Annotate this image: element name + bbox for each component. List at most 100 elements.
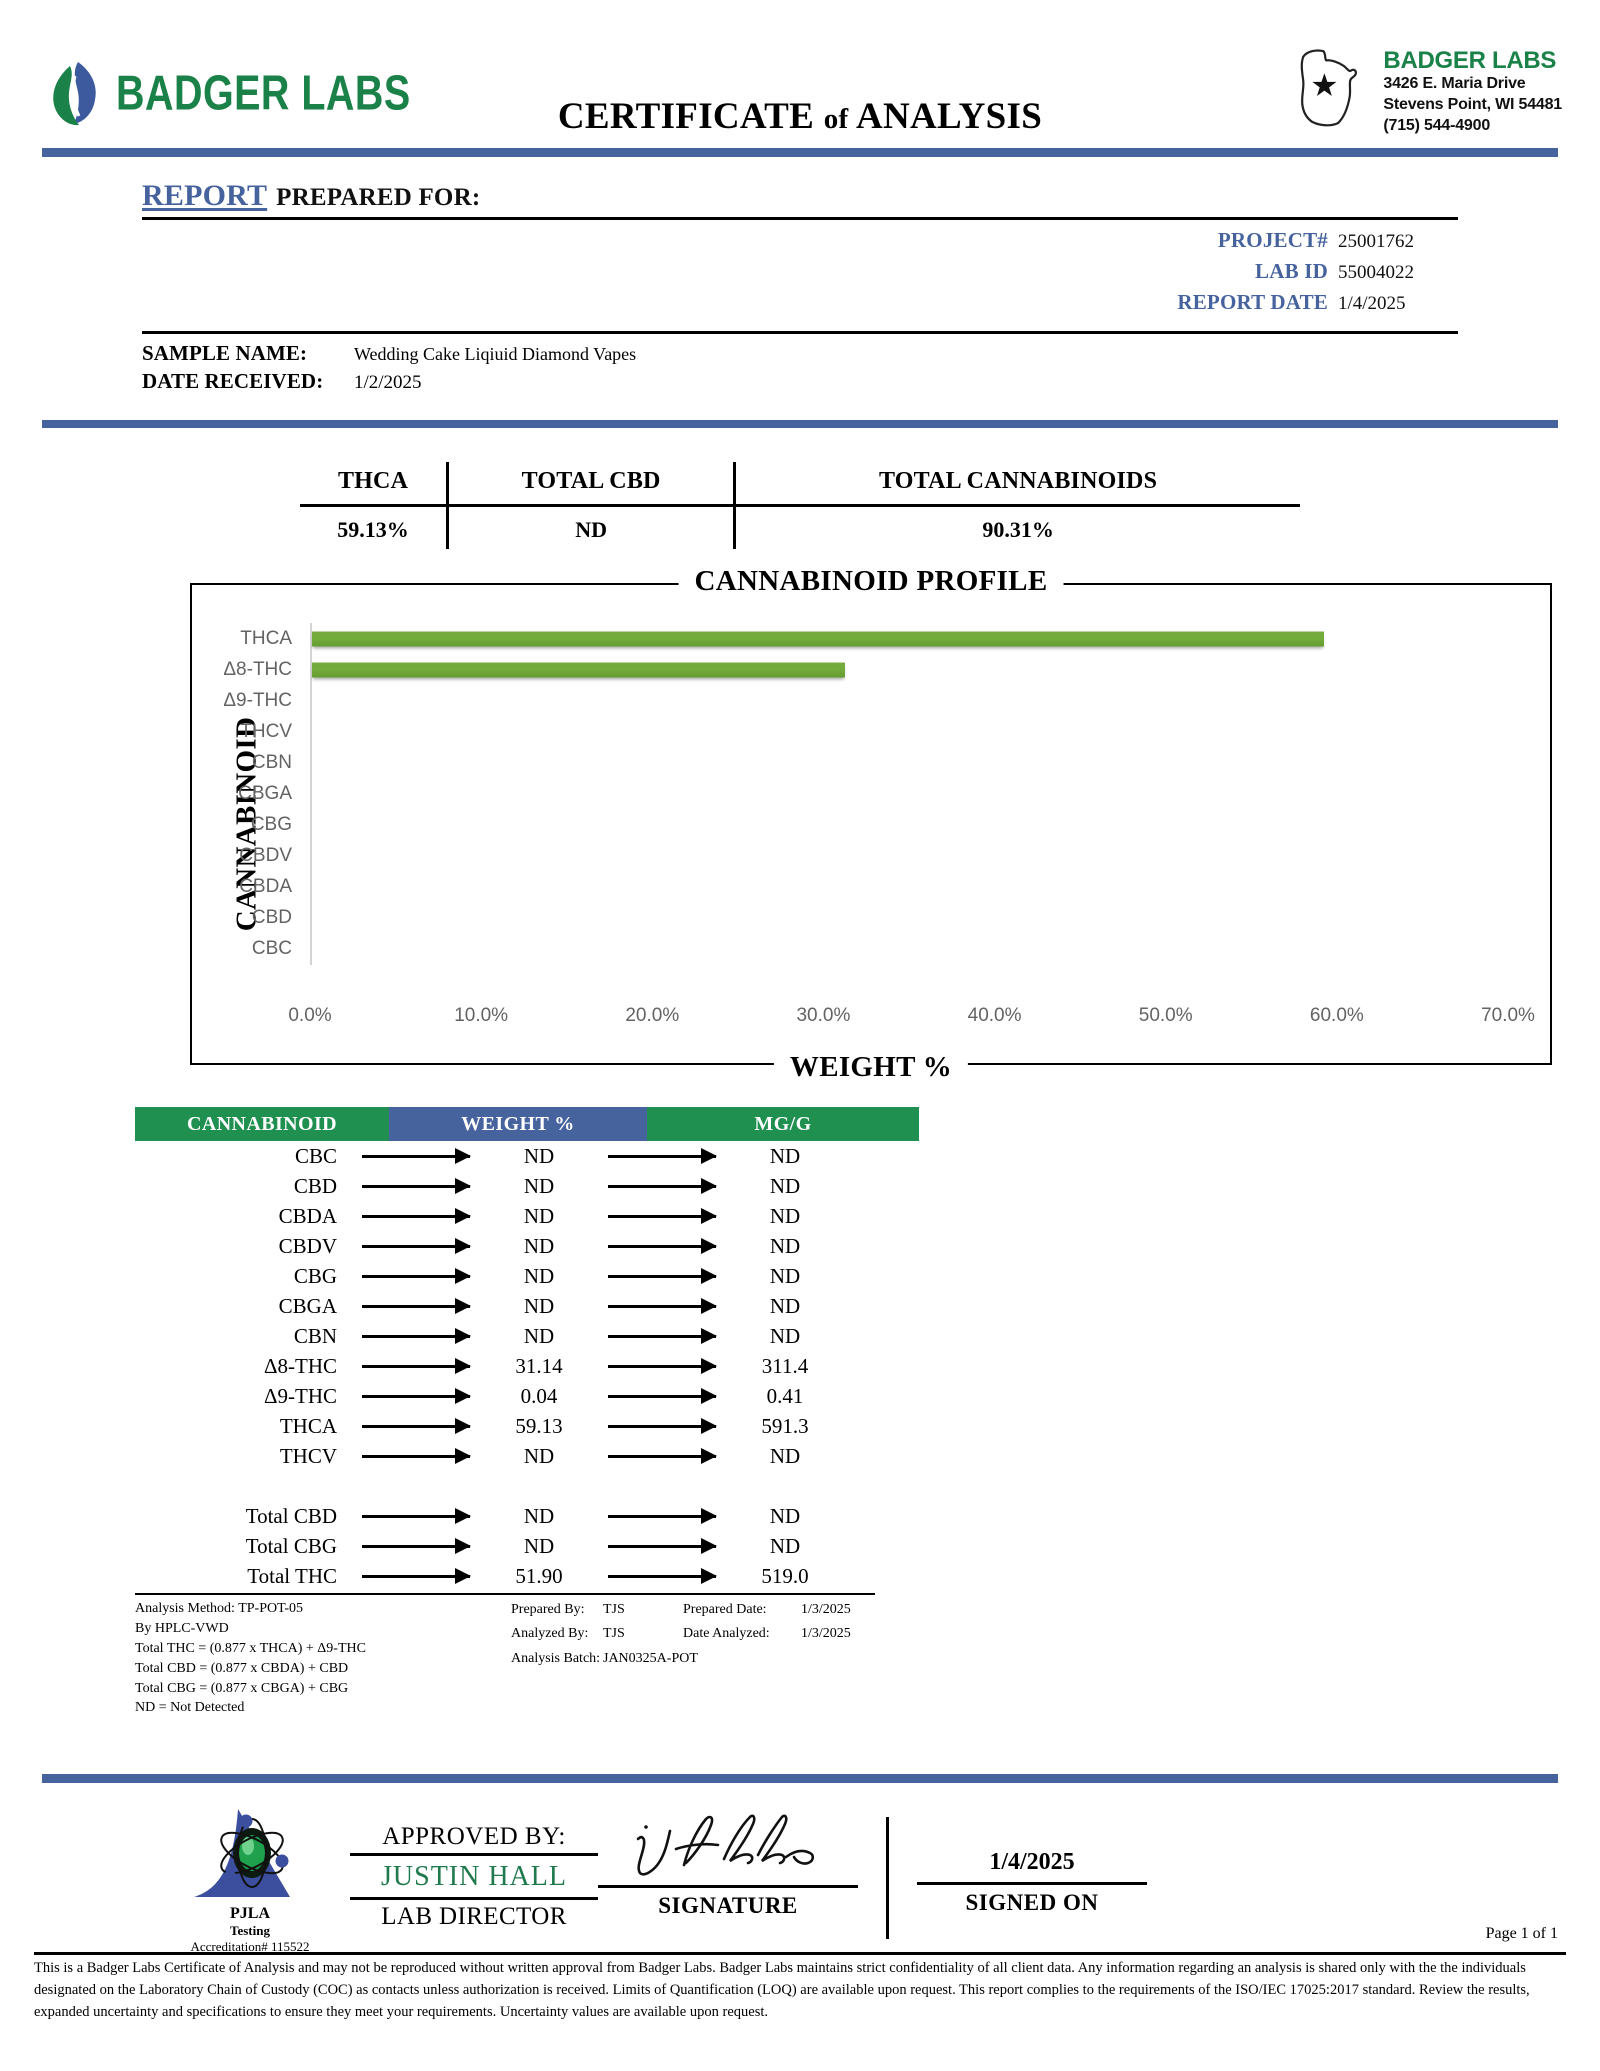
project-label: PROJECT#	[1217, 228, 1328, 252]
table-total-row: Total THC 51.90 519.0	[135, 1561, 925, 1591]
report-date-label: REPORT DATE	[1177, 290, 1328, 314]
chart-x-tick: 10.0%	[454, 1005, 509, 1026]
approver-name: JUSTIN HALL	[350, 1856, 598, 1901]
arrow-to-weight	[351, 1454, 481, 1458]
analyte-name: Total THC	[247, 1563, 337, 1588]
method-note-line: Total CBD = (0.877 x CBDA) + CBD	[135, 1660, 349, 1676]
date-received-value: 1/2/2025	[354, 372, 422, 393]
method-note-line: Total CBG = (0.877 x CBGA) + CBG	[135, 1680, 349, 1696]
arrow-icon	[362, 1244, 470, 1248]
method-note-line: Total THC = (0.877 x THCA) + Δ9-THC	[135, 1640, 366, 1656]
header-divider	[42, 148, 1558, 157]
arrow-to-mgg	[597, 1514, 727, 1518]
table-row: CBGA ND ND	[135, 1291, 925, 1321]
arrow-icon	[362, 1574, 470, 1578]
arrow-to-mgg	[597, 1304, 727, 1308]
signed-on-block: 1/4/2025 SIGNED ON	[917, 1805, 1147, 1916]
prepared-date-value: 1/3/2025	[801, 1602, 851, 1617]
mgg-value: ND	[769, 1263, 801, 1288]
analyzed-by-label: Analyzed By:	[511, 1626, 589, 1642]
arrow-to-weight	[351, 1364, 481, 1368]
arrow-icon	[608, 1424, 716, 1428]
disclaimer-divider	[34, 1952, 1566, 1955]
arrow-to-mgg	[597, 1454, 727, 1458]
arrow-to-mgg	[597, 1154, 727, 1158]
chart-category-label: CBDV	[239, 845, 292, 867]
chart-x-tick: 30.0%	[796, 1005, 851, 1026]
analyte-name: CBDA	[278, 1203, 337, 1228]
document-header: BADGER LABS CERTIFICATE of ANALYSIS BADG…	[0, 0, 1600, 148]
chart-category-label: Δ8-THC	[223, 658, 292, 680]
chart-x-axis-label: WEIGHT %	[773, 1051, 969, 1084]
results-table-body: CBC ND ND CBD ND ND CBDA ND ND CBDV ND ND CBG ND ND CBG…	[135, 1141, 925, 1471]
summary-value-total-cannabinoids: 90.31%	[733, 505, 1300, 549]
arrow-icon	[362, 1334, 470, 1338]
mgg-value: ND	[769, 1503, 801, 1528]
results-header-cannabinoid: CANNABINOID	[135, 1107, 389, 1141]
cannabinoid-profile-chart: CANNABINOID PROFILE CANNABINOID WEIGHT %…	[190, 565, 1552, 1084]
approved-by-block: APPROVED BY: JUSTIN HALL LAB DIRECTOR	[350, 1805, 598, 1931]
approved-by-label: APPROVED BY:	[350, 1823, 598, 1857]
table-row: CBDV ND ND	[135, 1231, 925, 1261]
analysis-metadata: Prepared By: TJS Prepared Date: 1/3/2025…	[511, 1599, 851, 1718]
arrow-icon	[362, 1544, 470, 1548]
weight-percent-value: 51.90	[515, 1563, 563, 1588]
analyte-name: CBDV	[278, 1233, 337, 1258]
arrow-icon	[608, 1454, 716, 1458]
results-header-mgg: MG/G	[647, 1107, 919, 1141]
chart-category-label: CBDA	[239, 876, 292, 898]
arrow-icon	[608, 1184, 716, 1188]
arrow-icon	[362, 1394, 470, 1398]
meta-row-project: PROJECT# 25001762	[142, 228, 1458, 253]
chart-x-tick: 0.0%	[288, 1005, 332, 1026]
chart-x-tick: 70.0%	[1481, 1005, 1535, 1026]
table-row: CBN ND ND	[135, 1321, 925, 1351]
arrow-icon	[362, 1304, 470, 1308]
report-date-value: 1/4/2025	[1338, 293, 1406, 314]
labid-value: 55004022	[1338, 262, 1414, 283]
badger-labs-logo: BADGER LABS	[48, 58, 430, 128]
summary-header-thca: THCA	[337, 468, 409, 494]
date-analyzed-label: Date Analyzed:	[683, 1626, 770, 1642]
arrow-icon	[608, 1274, 716, 1278]
chart-category-label: CBD	[251, 907, 292, 929]
signature-line	[598, 1885, 858, 1889]
chart-plot-area: THCA Δ8-THC Δ9-THC THCV CBN CBGA CBG CBDV CBDA CB…	[223, 623, 1535, 1026]
analyte-name: THCA	[279, 1413, 337, 1438]
weight-percent-value: ND	[523, 1203, 555, 1228]
results-table-totals: Total CBD ND ND Total CBG ND ND Total THC 51.90…	[135, 1501, 925, 1591]
mgg-value: ND	[769, 1443, 801, 1468]
analyte-name: CBGA	[278, 1293, 337, 1318]
signed-on-date: 1/4/2025	[917, 1849, 1147, 1886]
analyte-name: CBG	[293, 1263, 337, 1288]
report-meta-list: PROJECT# 25001762 LAB ID 55004022 REPORT…	[142, 228, 1458, 315]
arrow-to-weight	[351, 1184, 481, 1188]
prepared-for-label: PREPARED FOR:	[276, 184, 481, 211]
sample-name-label: SAMPLE NAME:	[142, 341, 308, 365]
weight-percent-value: ND	[523, 1173, 555, 1198]
pjla-name: PJLA	[230, 1905, 270, 1923]
arrow-icon	[362, 1274, 470, 1278]
mgg-value: ND	[769, 1533, 801, 1558]
approval-footer: PJLA Testing Accreditation# 115522 APPRO…	[0, 1805, 1600, 1955]
wisconsin-map-icon	[1301, 49, 1358, 127]
arrow-icon	[362, 1154, 470, 1158]
method-note-line: Analysis Method: TP-POT-05	[135, 1601, 304, 1616]
weight-percent-value: ND	[523, 1263, 555, 1288]
results-table-header: CANNABINOID WEIGHT % MG/G	[135, 1107, 925, 1141]
title-certificate: CERTIFICATE	[557, 96, 815, 137]
weight-percent-value: 31.14	[515, 1353, 563, 1378]
analyte-name: Total CBD	[245, 1503, 337, 1528]
mgg-value: 591.3	[761, 1413, 809, 1438]
arrow-icon	[362, 1214, 470, 1218]
lab-address-block: BADGER LABS 3426 E. Maria Drive Stevens …	[1283, 42, 1562, 137]
results-header-weight: WEIGHT %	[389, 1107, 647, 1141]
analyte-name: THCV	[279, 1443, 337, 1468]
arrow-icon	[608, 1514, 716, 1518]
labid-label: LAB ID	[1255, 259, 1328, 283]
weight-percent-value: ND	[523, 1233, 555, 1258]
signature-label: SIGNATURE	[658, 1893, 798, 1919]
arrow-to-mgg	[597, 1394, 727, 1398]
chart-x-tick: 50.0%	[1138, 1005, 1193, 1026]
arrow-to-mgg	[597, 1424, 727, 1428]
